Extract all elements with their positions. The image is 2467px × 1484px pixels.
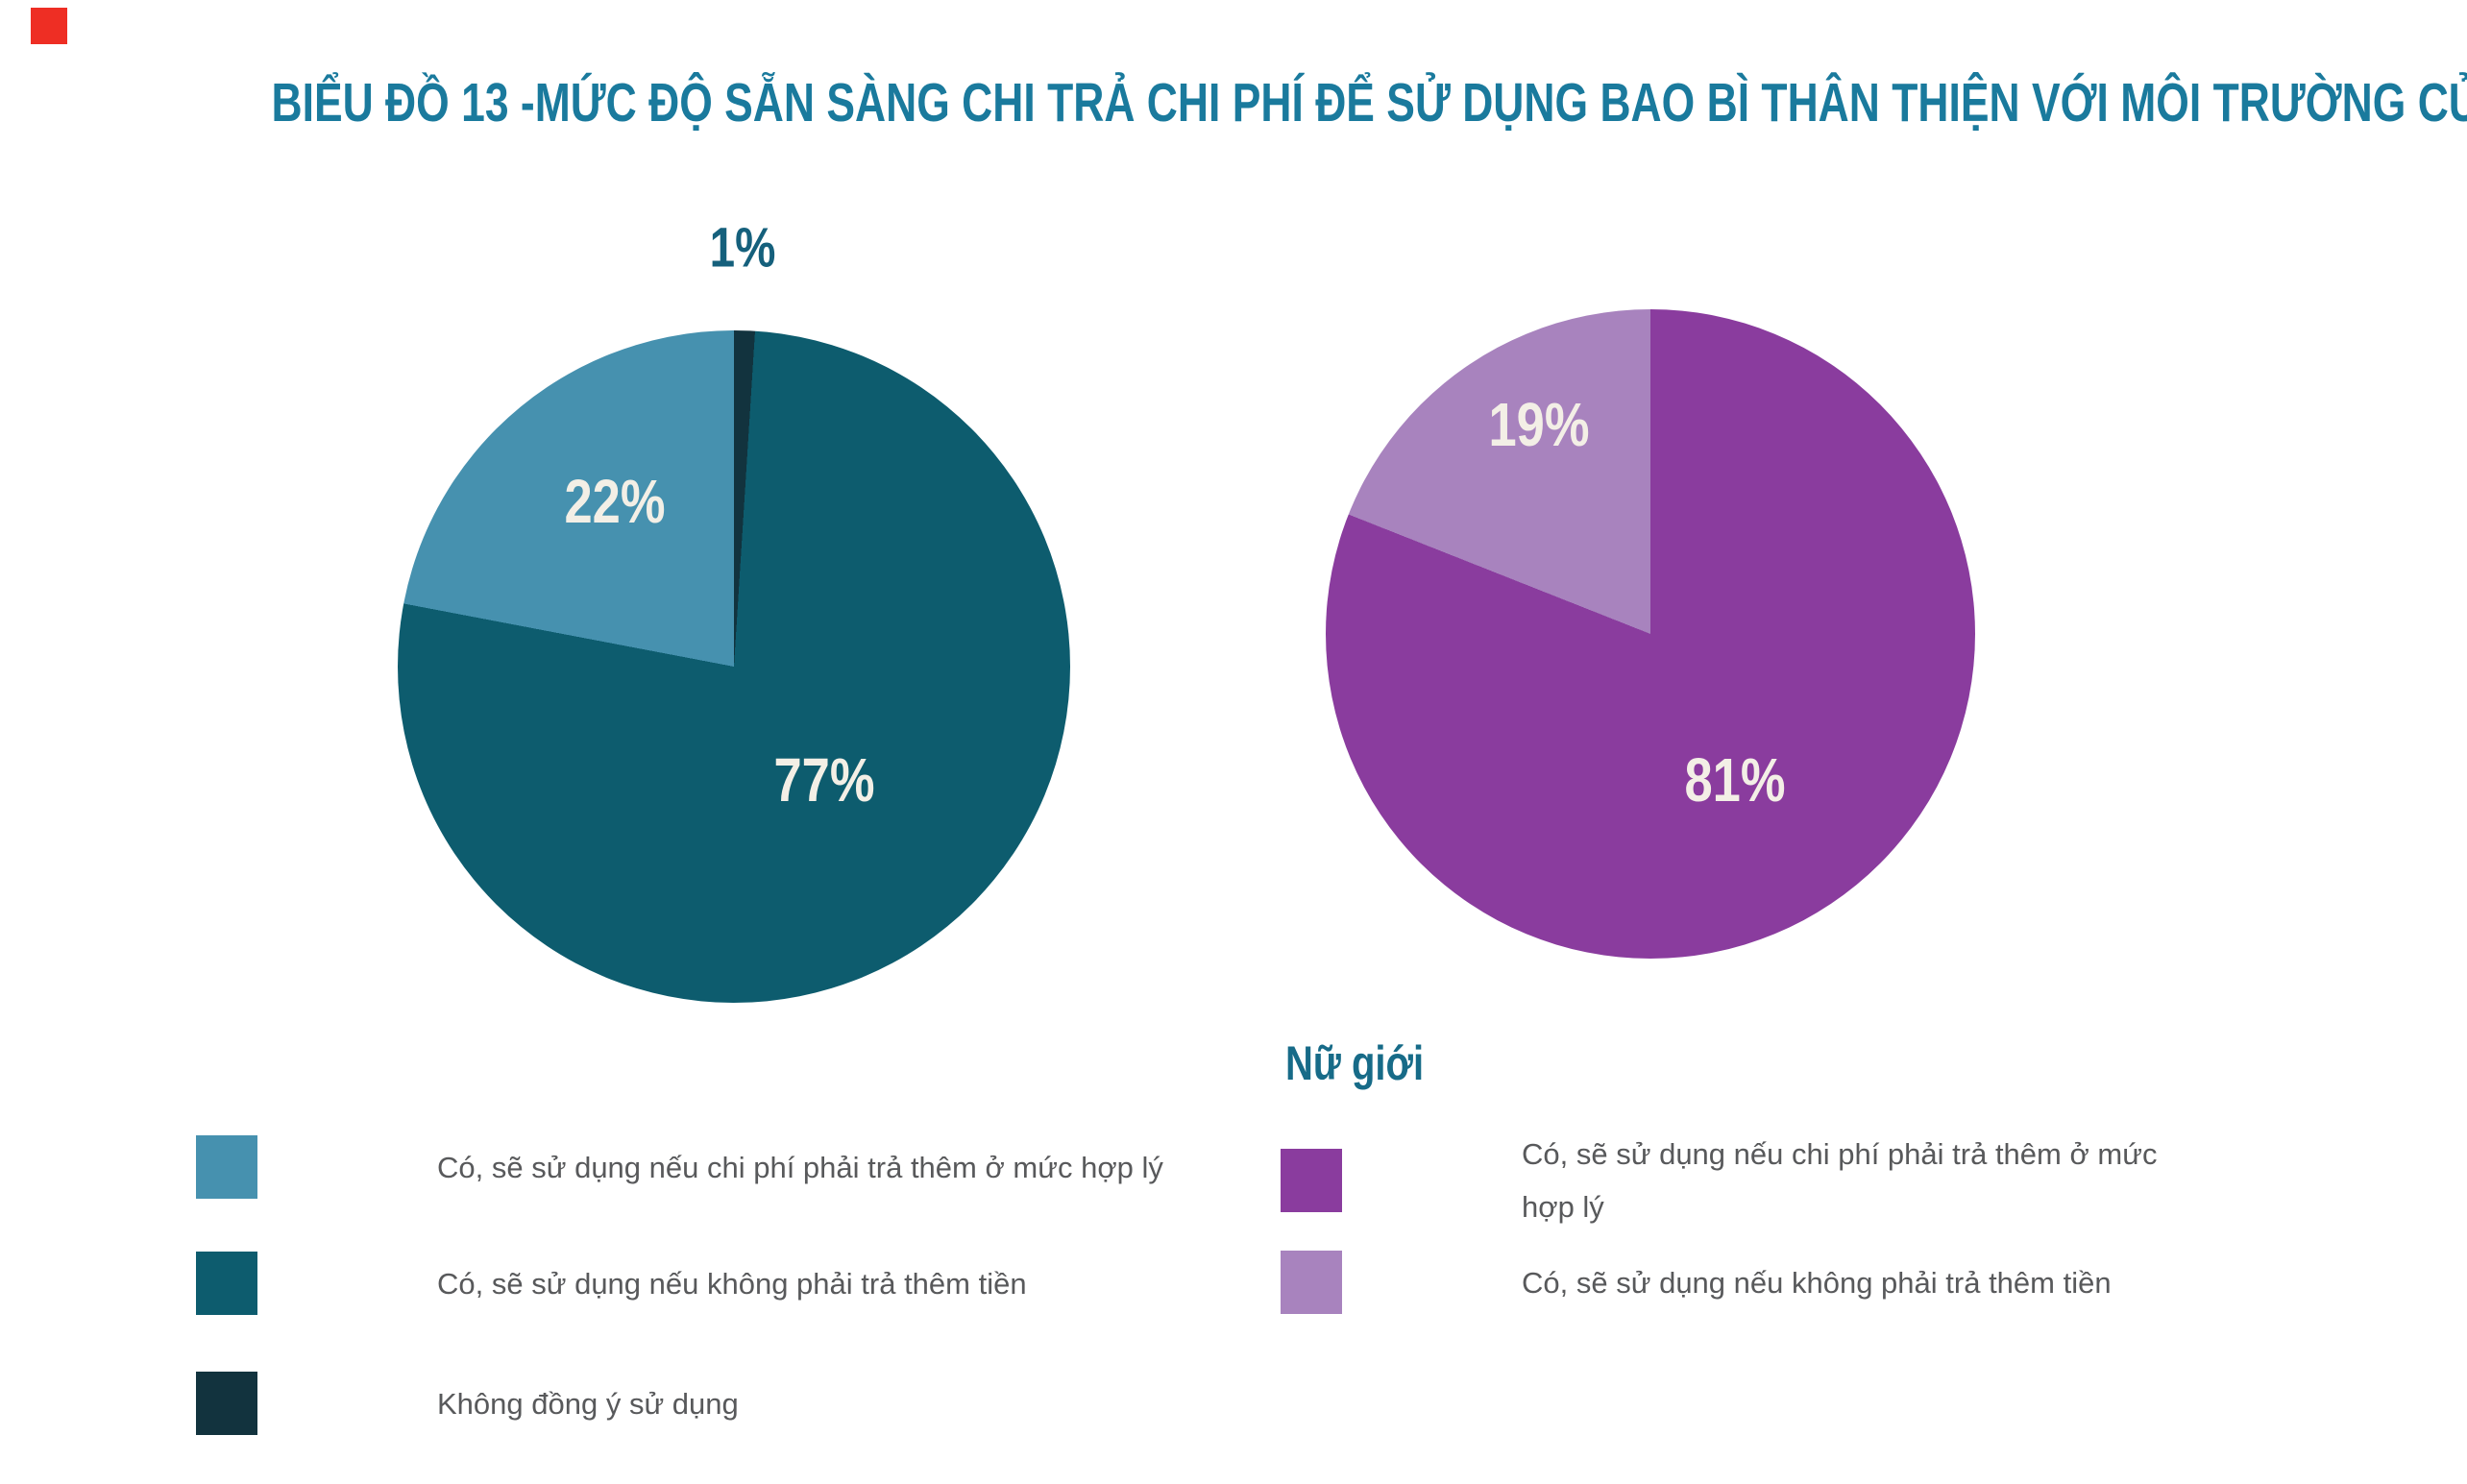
legend-item: Có, sẽ sử dụng nếu chi phí phải trả thêm… (196, 1135, 1541, 1199)
legend-item: Có, sẽ sử dụng nếu chi phí phải trả thêm… (1281, 1128, 2337, 1233)
legend-label-line: Có, sẽ sử dụng nếu không phải trả thêm t… (437, 1266, 1027, 1301)
red-corner-marker (31, 8, 67, 44)
legend-swatch-lightblue (196, 1135, 257, 1199)
pie-left-label-22pct: 22% (564, 467, 666, 536)
figure-title: BIỂU ĐỒ 13 -MỨC ĐỘ SẴN SÀNG CHI TRẢ CHI … (271, 72, 2467, 134)
legend-label-line: hợp lý (1522, 1190, 1604, 1224)
legend-swatch-teal (196, 1252, 257, 1315)
legend-swatch-lightpurple (1281, 1251, 1342, 1314)
legend-item: Có, sẽ sử dụng nếu không phải trả thêm t… (1281, 1251, 2337, 1314)
pie-right-label-81pct: 81% (1684, 745, 1786, 815)
legend-swatch-darknavy (196, 1372, 257, 1435)
legend-label: Có, sẽ sử dụng nếu không phải trả thêm t… (1522, 1256, 2112, 1309)
legend-label-line: Không đồng ý sử dụng (437, 1386, 739, 1421)
pie-chart-right (1326, 309, 1975, 959)
legend-swatch-purple (1281, 1149, 1342, 1212)
legend-label-line: Có, sẽ sử dụng nếu không phải trả thêm t… (1522, 1265, 2112, 1300)
legend-label: Có, sẽ sử dụng nếu chi phí phải trả thêm… (1522, 1128, 2158, 1233)
legend-label-line: Có, sẽ sử dụng nếu chi phí phải trả thêm… (1522, 1137, 2158, 1171)
pie-right-label-19pct: 19% (1488, 390, 1590, 459)
pie-chart-left (398, 330, 1070, 1003)
legend-item: Không đồng ý sử dụng (196, 1372, 1541, 1435)
legend-label: Có, sẽ sử dụng nếu không phải trả thêm t… (437, 1257, 1027, 1310)
legend-label: Không đồng ý sử dụng (437, 1377, 739, 1430)
pie-left-label-1pct: 1% (709, 216, 776, 280)
legend-label: Có, sẽ sử dụng nếu chi phí phải trả thêm… (437, 1141, 1163, 1194)
legend-label-line: Có, sẽ sử dụng nếu chi phí phải trả thêm… (437, 1150, 1163, 1184)
pie-right-title: Nữ giới (1285, 1036, 1425, 1090)
pie-left-label-77pct: 77% (773, 745, 875, 815)
legend-item: Có, sẽ sử dụng nếu không phải trả thêm t… (196, 1252, 1541, 1315)
